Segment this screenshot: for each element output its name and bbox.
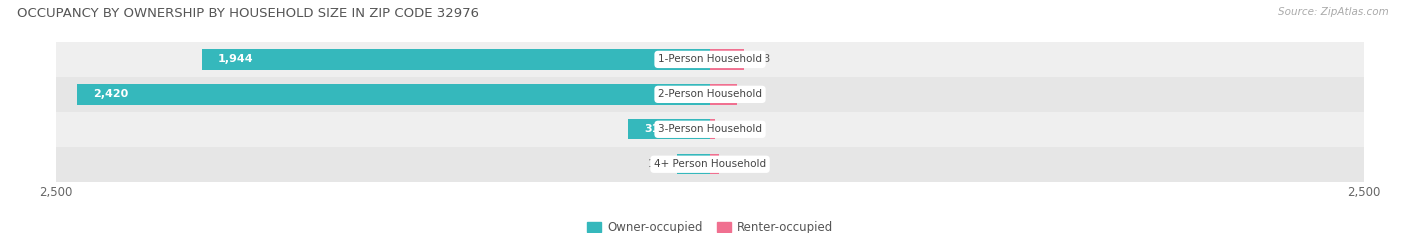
Text: Source: ZipAtlas.com: Source: ZipAtlas.com [1278,7,1389,17]
Text: 128: 128 [647,159,669,169]
Text: 128: 128 [749,55,772,64]
Text: 3-Person Household: 3-Person Household [658,124,762,134]
Bar [201,49,710,69]
Text: 312: 312 [644,124,668,134]
Text: 102: 102 [744,89,765,99]
Bar [710,49,744,69]
Bar [628,119,710,139]
Bar [77,84,710,105]
Bar [56,112,1364,147]
Text: 19: 19 [721,124,735,134]
Legend: Owner-occupied, Renter-occupied: Owner-occupied, Renter-occupied [582,216,838,233]
Bar [710,154,720,174]
Text: 2-Person Household: 2-Person Household [658,89,762,99]
Bar [710,84,737,105]
Bar [56,77,1364,112]
Text: OCCUPANCY BY OWNERSHIP BY HOUSEHOLD SIZE IN ZIP CODE 32976: OCCUPANCY BY OWNERSHIP BY HOUSEHOLD SIZE… [17,7,479,20]
Text: 4+ Person Household: 4+ Person Household [654,159,766,169]
Bar [56,42,1364,77]
Bar [710,119,716,139]
Text: 36: 36 [725,159,740,169]
Bar [676,154,710,174]
Text: 1,944: 1,944 [218,55,253,64]
Text: 1-Person Household: 1-Person Household [658,55,762,64]
Text: 2,420: 2,420 [93,89,128,99]
Bar [56,147,1364,182]
